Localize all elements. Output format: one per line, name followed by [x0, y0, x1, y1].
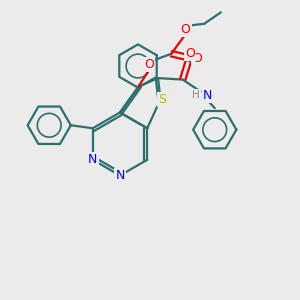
Text: O: O — [193, 52, 202, 65]
Text: N: N — [115, 169, 125, 182]
Text: N: N — [203, 89, 212, 102]
Text: O: O — [181, 22, 190, 36]
Text: S: S — [158, 93, 166, 106]
Text: H: H — [192, 90, 200, 100]
Text: O: O — [144, 58, 154, 71]
Text: O: O — [185, 47, 195, 60]
Text: N: N — [88, 153, 98, 166]
